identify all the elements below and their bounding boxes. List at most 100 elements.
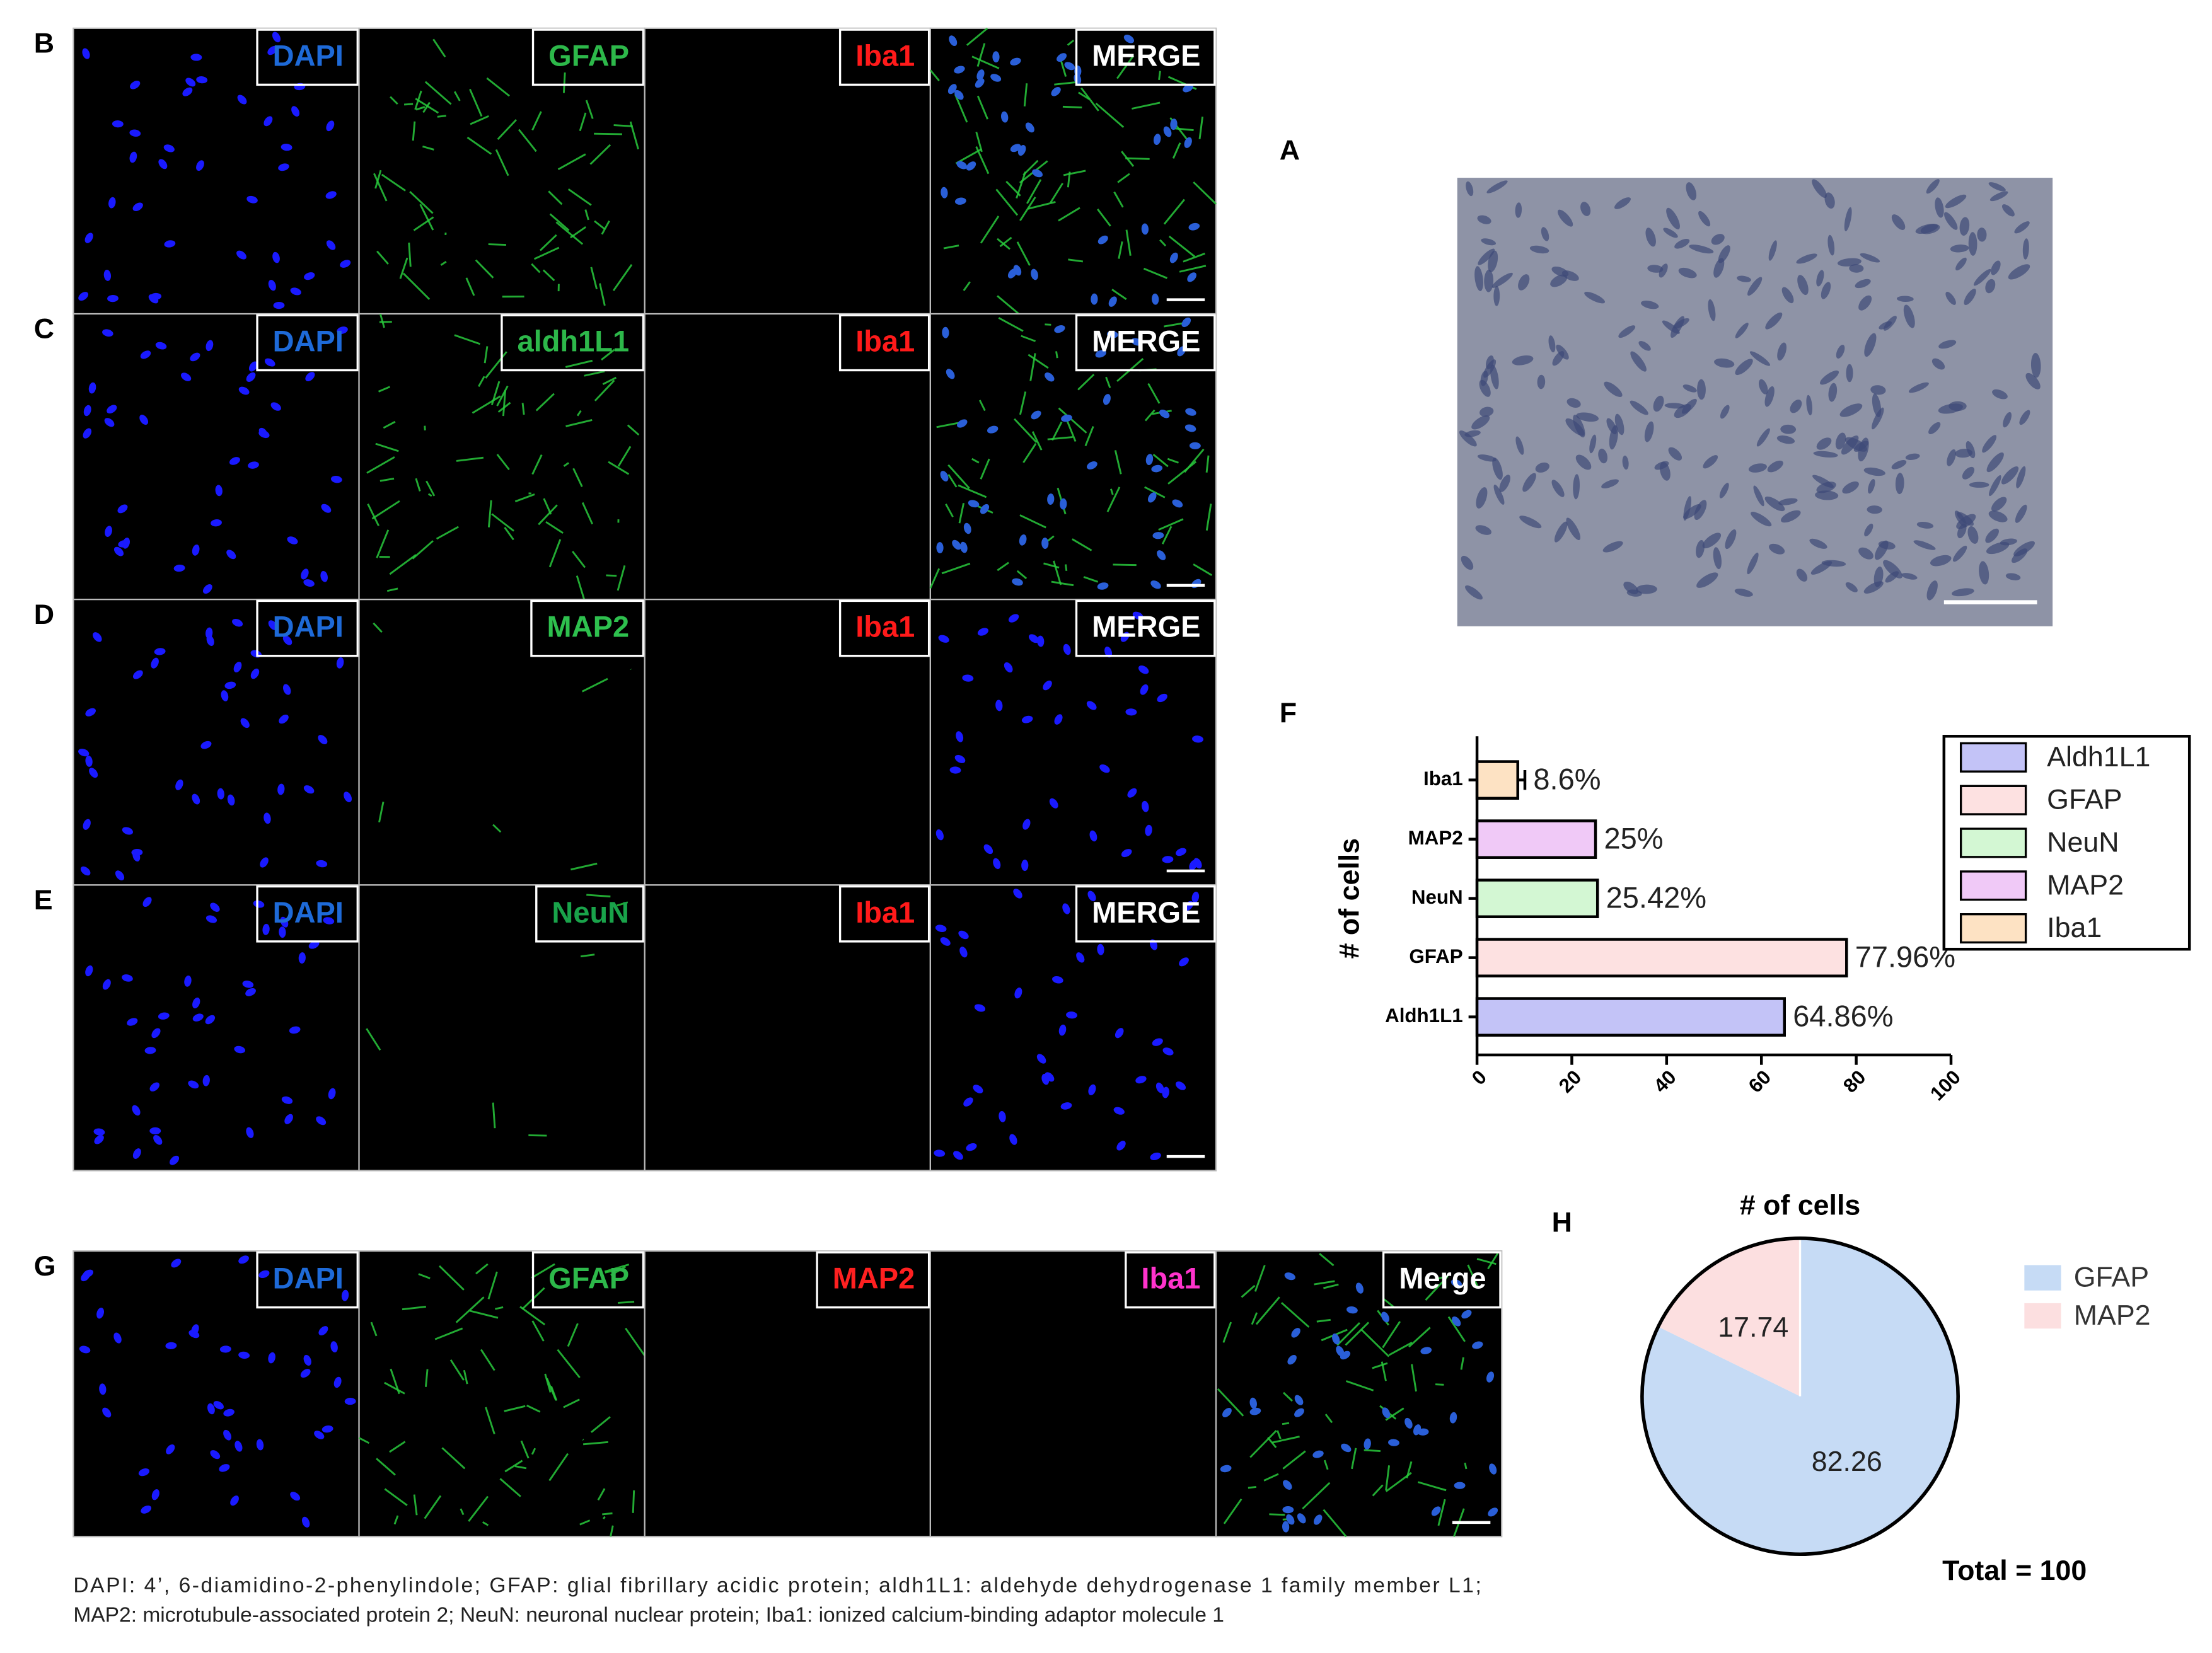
cell: [1551, 480, 1565, 497]
process: [980, 458, 990, 480]
process: [376, 529, 390, 558]
channel-label: aldh1L1: [518, 324, 630, 357]
cell: [1962, 466, 1975, 480]
process: [579, 112, 587, 132]
nucleus: [973, 1085, 983, 1093]
nucleus: [132, 850, 141, 862]
process: [1016, 171, 1027, 199]
nucleus: [158, 159, 168, 170]
nucleus: [1116, 1141, 1126, 1151]
process: [980, 216, 1000, 244]
legend-swatch: [1959, 785, 2027, 815]
process: [958, 502, 965, 524]
nucleus: [1049, 798, 1058, 809]
cell: [1698, 210, 1711, 227]
nucleus: [273, 302, 285, 309]
process: [572, 468, 583, 487]
process: [1097, 208, 1111, 227]
cell: [1816, 270, 1824, 287]
process: [589, 144, 611, 165]
cell: [1982, 435, 1997, 453]
cell: [1557, 209, 1573, 227]
nucleus: [129, 151, 137, 163]
nucleus: [320, 570, 328, 582]
nucleus: [1249, 1407, 1261, 1415]
cell: [2008, 264, 2030, 280]
process: [629, 121, 639, 150]
x-tick-label: 80: [1839, 1066, 1870, 1097]
cell: [1874, 540, 1889, 560]
nucleus: [115, 870, 125, 880]
process: [1269, 1513, 1285, 1516]
nucleus: [93, 1128, 105, 1136]
nucleus: [83, 1269, 94, 1278]
cell: [1697, 379, 1706, 400]
process: [366, 1028, 381, 1051]
process: [1168, 235, 1195, 258]
cell: [1554, 521, 1568, 543]
nucleus: [1283, 1480, 1292, 1490]
nucleus: [165, 1342, 177, 1349]
cell: [1835, 432, 1846, 450]
cell: [1991, 497, 2007, 512]
process: [612, 264, 633, 292]
nucleus: [328, 1088, 336, 1100]
process: [495, 149, 509, 176]
micrograph: [358, 884, 646, 1172]
nucleus: [954, 66, 965, 74]
nucleus: [141, 1505, 152, 1514]
process: [502, 390, 507, 417]
cell: [1714, 358, 1735, 368]
process: [618, 1301, 635, 1304]
cell: [1938, 340, 1957, 349]
cell: [1493, 484, 1505, 505]
nucleus: [283, 684, 291, 695]
cell: [1459, 430, 1477, 447]
nucleus: [290, 1492, 301, 1501]
cell: [2003, 412, 2012, 428]
process: [562, 72, 566, 93]
micrograph: [72, 313, 360, 601]
nucleus: [305, 372, 315, 382]
process: [1447, 1316, 1466, 1342]
channel-label-box: [530, 599, 645, 657]
nucleus: [975, 78, 985, 88]
process: [586, 894, 611, 898]
process: [469, 1310, 499, 1319]
nucleus: [1157, 550, 1166, 560]
nucleus: [268, 280, 276, 291]
process: [632, 1490, 635, 1513]
nucleus: [1089, 830, 1097, 842]
nucleus: [80, 866, 91, 876]
nucleus: [303, 1354, 311, 1366]
legend-label: MAP2: [2074, 1299, 2151, 1331]
channel-label-box: [256, 599, 359, 657]
cell: [1966, 441, 1976, 459]
nucleus: [1472, 1341, 1483, 1349]
cell: [1492, 458, 1503, 480]
cell: [1926, 179, 1940, 194]
nucleus: [213, 1401, 224, 1410]
cell: [1777, 342, 1787, 361]
process: [1043, 562, 1060, 569]
process: [1382, 1297, 1396, 1309]
nucleus: [934, 1149, 946, 1157]
process: [1217, 1388, 1244, 1417]
cell: [1636, 584, 1657, 594]
cell: [1622, 455, 1629, 470]
channel-label-box: [838, 314, 930, 372]
legend-swatch: [1959, 913, 2027, 944]
nucleus: [210, 902, 220, 912]
cell: [1809, 538, 1827, 549]
cell: [1499, 475, 1510, 492]
nucleus: [1486, 1371, 1495, 1383]
process: [485, 351, 507, 379]
process: [1016, 570, 1028, 580]
nucleus: [1222, 1408, 1232, 1418]
nucleus: [223, 1429, 232, 1441]
process: [424, 1369, 429, 1387]
cell: [1867, 505, 1882, 514]
cell: [1474, 266, 1483, 291]
process: [548, 539, 562, 568]
nucleus: [268, 1352, 275, 1364]
